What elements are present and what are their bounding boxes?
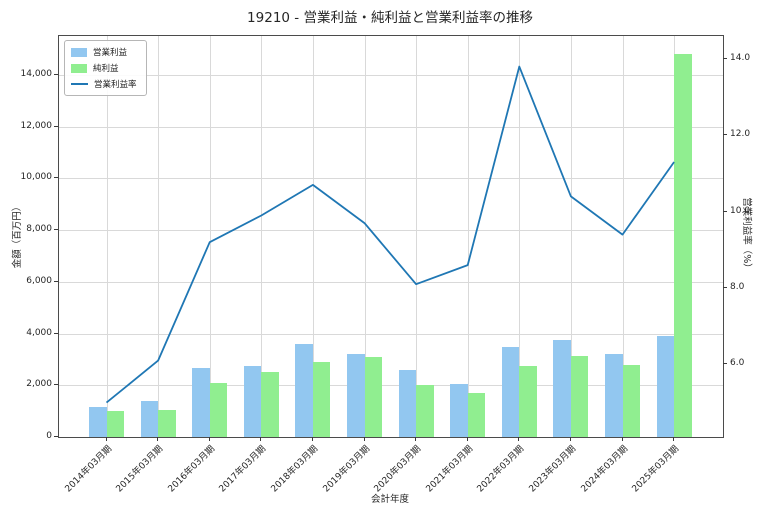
left-tick [54, 332, 58, 334]
bar-operating-profit [243, 365, 262, 437]
v-gridline [261, 36, 263, 437]
x-tick [621, 437, 623, 441]
right-tick [723, 363, 727, 365]
operating-margin-polyline [105, 65, 675, 404]
v-gridline [622, 36, 624, 437]
bar-net-profit [467, 393, 486, 437]
right-tick-label: 14.0 [730, 52, 751, 63]
chart-title: 19210 - 営業利益・純利益と営業利益率の推移 [247, 10, 533, 26]
bar-operating-profit [656, 336, 675, 437]
right-tick-label: 12.0 [730, 129, 751, 140]
x-tick [260, 437, 262, 441]
bar-operating-profit [192, 368, 210, 437]
left-tick [54, 73, 58, 75]
bar-operating-profit [398, 369, 417, 437]
left-axis-title: 金額（百万円） [12, 201, 23, 269]
legend: 営業利益 純利益 営業利益率 [64, 40, 147, 96]
bar-operating-profit [295, 343, 313, 437]
legend-item-operating-margin: 営業利益率 [71, 78, 137, 90]
x-tick [673, 437, 675, 441]
bar-net-profit [674, 54, 692, 437]
left-tick-label: 14,000 [20, 68, 53, 79]
bar-net-profit [209, 382, 228, 437]
left-tick [54, 280, 58, 282]
legend-label: 営業利益 [93, 48, 128, 58]
left-tick-label: 8,000 [26, 224, 52, 234]
bar-operating-profit [89, 407, 107, 437]
bar-net-profit [622, 364, 640, 437]
x-axis-title: 会計年度 [370, 494, 409, 505]
x-tick [157, 437, 159, 441]
x-tick [105, 437, 107, 441]
right-tick [723, 287, 727, 289]
bar-net-profit [416, 385, 434, 437]
right-tick-label: 8.0 [730, 282, 745, 293]
operating-margin-line-swatch [71, 83, 88, 85]
x-tick [415, 437, 417, 441]
h-gridline [59, 385, 723, 387]
v-gridline [570, 36, 572, 437]
left-tick-label: 10,000 [20, 172, 53, 183]
x-tick [311, 437, 313, 441]
x-tick [363, 437, 365, 441]
h-gridline [59, 126, 723, 128]
right-tick [723, 57, 727, 59]
bar-operating-profit [347, 354, 365, 437]
legend-label: 純利益 [93, 64, 119, 74]
left-tick-label: 0 [46, 431, 52, 441]
v-gridline [312, 36, 314, 437]
right-tick [723, 210, 727, 212]
x-tick [569, 437, 571, 441]
v-gridline [106, 36, 108, 437]
h-gridline [59, 178, 723, 180]
left-tick [54, 177, 58, 179]
bar-net-profit [570, 355, 589, 437]
bar-net-profit [158, 410, 176, 437]
right-tick-label: 10.0 [730, 205, 751, 216]
x-tick [518, 437, 520, 441]
net-profit-swatch [71, 63, 87, 73]
operating-profit-swatch [71, 47, 87, 57]
bar-operating-profit [140, 400, 159, 437]
bar-operating-profit [501, 346, 520, 437]
v-gridline [416, 36, 418, 437]
bar-net-profit [261, 372, 279, 437]
h-gridline [59, 333, 723, 335]
x-tick [466, 437, 468, 441]
right-tick-label: 6.0 [730, 358, 745, 369]
bar-operating-profit [605, 354, 623, 437]
h-gridline [59, 281, 723, 283]
h-gridline [59, 74, 723, 76]
left-tick [54, 229, 58, 230]
bar-operating-profit [450, 384, 468, 437]
left-tick-label: 6,000 [26, 275, 52, 286]
bar-net-profit [519, 365, 537, 437]
legend-item-operating-profit: 営業利益 [71, 46, 137, 58]
left-tick-label: 4,000 [26, 327, 52, 338]
operating-margin-line [105, 65, 675, 404]
v-gridline [364, 36, 366, 437]
left-tick [54, 125, 58, 127]
bar-net-profit [312, 362, 331, 437]
left-tick-label: 12,000 [20, 120, 53, 131]
right-tick [723, 134, 727, 136]
left-tick [54, 384, 58, 386]
legend-label: 営業利益率 [94, 80, 137, 90]
v-gridline [209, 36, 211, 437]
x-tick [208, 437, 210, 441]
legend-item-net-profit: 純利益 [71, 62, 137, 74]
v-gridline [519, 36, 521, 437]
left-tick-label: 2,000 [26, 379, 52, 390]
v-gridline [467, 36, 469, 437]
bar-net-profit [106, 411, 124, 437]
bar-net-profit [364, 356, 382, 437]
plot-area [58, 35, 724, 438]
v-gridline [158, 36, 160, 437]
bar-operating-profit [553, 340, 571, 437]
left-tick [54, 436, 58, 437]
h-gridline [59, 230, 723, 231]
